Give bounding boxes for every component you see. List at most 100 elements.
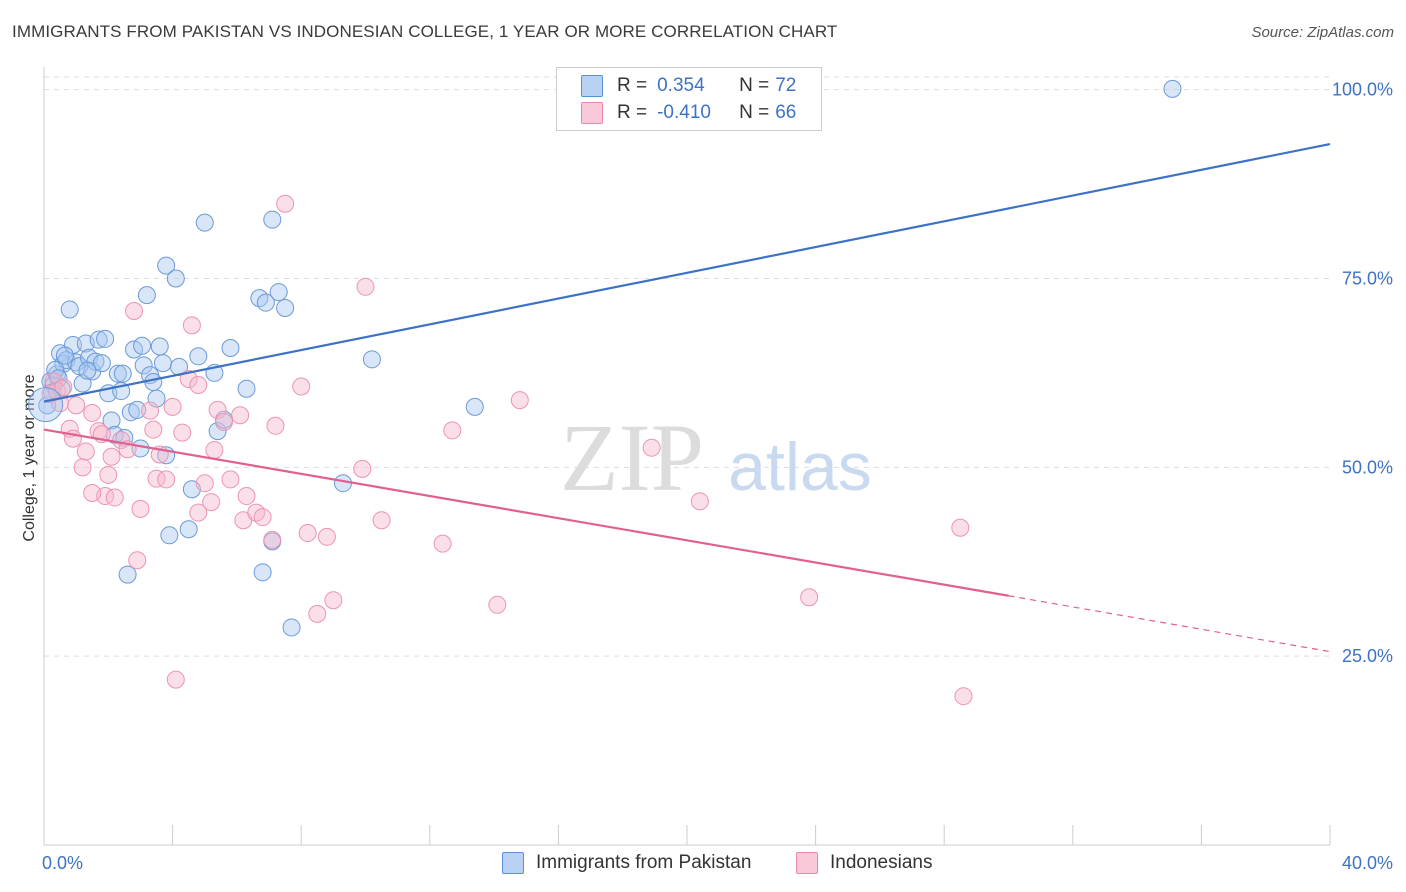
- pakistan-point: [465, 397, 484, 416]
- pakistan-point: [276, 298, 295, 317]
- indonesians-point: [231, 406, 250, 425]
- tick-labels: 25.0% 50.0% 75.0% 100.0% 0.0% 40.0%: [42, 80, 1393, 873]
- indonesians-trend-line: [43, 428, 1009, 597]
- watermark-atlas: atlas: [728, 429, 872, 505]
- indonesians-point: [317, 527, 336, 546]
- n-label: N =: [739, 102, 770, 123]
- indonesians-point: [182, 316, 201, 335]
- indonesians-trend-extension: [1008, 595, 1331, 653]
- indonesians-point: [105, 488, 124, 507]
- indonesians-point: [99, 465, 118, 484]
- indonesians-point: [353, 459, 372, 478]
- indonesians-point: [83, 484, 102, 503]
- source-note: Source: ZipAtlas.com: [1251, 24, 1394, 41]
- correlation-legend: R = 0.354 N = 72 R = -0.410 N = 66: [556, 67, 822, 131]
- pakistan-point-large: [28, 387, 64, 423]
- indonesians-point: [144, 420, 163, 439]
- n-label: N =: [739, 75, 770, 96]
- indonesians-point: [308, 604, 327, 623]
- pakistan-point: [250, 289, 269, 308]
- x-tick-label: 0.0%: [42, 853, 83, 873]
- indonesians-point: [642, 438, 661, 457]
- indonesians-point: [202, 493, 221, 512]
- pakistan-point: [160, 526, 179, 545]
- r-label: R =: [617, 75, 648, 96]
- pakistan-point: [269, 283, 288, 302]
- data-points: [28, 79, 1182, 706]
- indonesians-point: [488, 595, 507, 614]
- indonesians-point: [800, 588, 819, 607]
- indonesians-point: [195, 474, 214, 493]
- indonesians-point: [356, 277, 375, 296]
- indonesians-point: [690, 492, 709, 511]
- indonesians-point: [221, 470, 240, 489]
- pakistan-point: [118, 565, 137, 584]
- pakistan-point: [150, 337, 169, 356]
- indonesians-point: [215, 413, 234, 432]
- indonesians-point: [253, 508, 272, 527]
- indonesians-point: [173, 423, 192, 442]
- indonesians-point: [205, 440, 224, 459]
- indonesians-point: [510, 391, 529, 410]
- indonesians-point: [324, 591, 343, 610]
- indonesians-point: [67, 396, 86, 415]
- indonesians-point: [141, 401, 160, 420]
- indonesians-point: [54, 378, 73, 397]
- chart-title: IMMIGRANTS FROM PAKISTAN VS INDONESIAN C…: [12, 22, 838, 41]
- indonesians-point: [276, 194, 295, 213]
- gridlines: [44, 76, 1330, 657]
- y-tick-label: 50.0%: [1342, 457, 1393, 477]
- r-label: R =: [617, 102, 648, 123]
- n-value: 72: [775, 75, 797, 96]
- pakistan-point: [179, 520, 198, 539]
- pakistan-point: [51, 344, 70, 363]
- pakistan-point: [237, 379, 256, 398]
- r-value: 0.354: [657, 75, 705, 96]
- pakistan-point: [153, 354, 172, 373]
- indonesians-point: [951, 518, 970, 537]
- pakistan-point: [78, 361, 97, 380]
- series-legend: Immigrants from Pakistan Indonesians: [0, 852, 1406, 878]
- pakistan-point: [166, 269, 185, 288]
- blue-swatch-icon: [581, 75, 603, 97]
- indonesians-point: [433, 534, 452, 553]
- indonesians-point: [131, 499, 150, 518]
- pink-swatch-icon: [581, 102, 603, 124]
- indonesians-point: [266, 416, 285, 435]
- pakistan-point: [102, 411, 121, 430]
- r-value: -0.410: [657, 102, 711, 123]
- indonesians-point: [83, 403, 102, 422]
- pakistan-point: [137, 286, 156, 305]
- pakistan-point: [89, 330, 108, 349]
- indonesians-point: [102, 447, 121, 466]
- indonesians-point: [157, 470, 176, 489]
- pakistan-point: [128, 400, 147, 419]
- trend-lines: [43, 142, 1331, 653]
- legend-label: Indonesians: [830, 852, 933, 873]
- pakistan-point: [362, 350, 381, 369]
- indonesians-point: [298, 524, 317, 543]
- indonesians-point: [237, 487, 256, 506]
- y-tick-label: 25.0%: [1342, 646, 1393, 666]
- indonesians-point: [163, 397, 182, 416]
- indonesians-point: [292, 377, 311, 396]
- indonesians-point: [443, 421, 462, 440]
- pakistan-point: [282, 618, 301, 637]
- y-tick-label: 100.0%: [1332, 80, 1393, 100]
- indonesians-point: [189, 503, 208, 522]
- indonesians-point: [954, 687, 973, 706]
- pakistan-point: [1163, 79, 1182, 98]
- indonesians-point: [189, 375, 208, 394]
- blue-swatch-icon: [502, 852, 524, 874]
- axes: [43, 67, 1331, 846]
- indonesians-point: [125, 301, 144, 320]
- indonesians-point: [263, 530, 282, 549]
- watermark-zip: ZIP: [560, 404, 704, 511]
- pakistan-point: [157, 256, 176, 275]
- pakistan-point: [55, 346, 74, 365]
- indonesians-point: [179, 369, 198, 388]
- pakistan-point: [195, 213, 214, 232]
- pink-swatch-icon: [796, 852, 818, 874]
- n-value: 66: [775, 102, 797, 123]
- indonesians-point: [73, 458, 92, 477]
